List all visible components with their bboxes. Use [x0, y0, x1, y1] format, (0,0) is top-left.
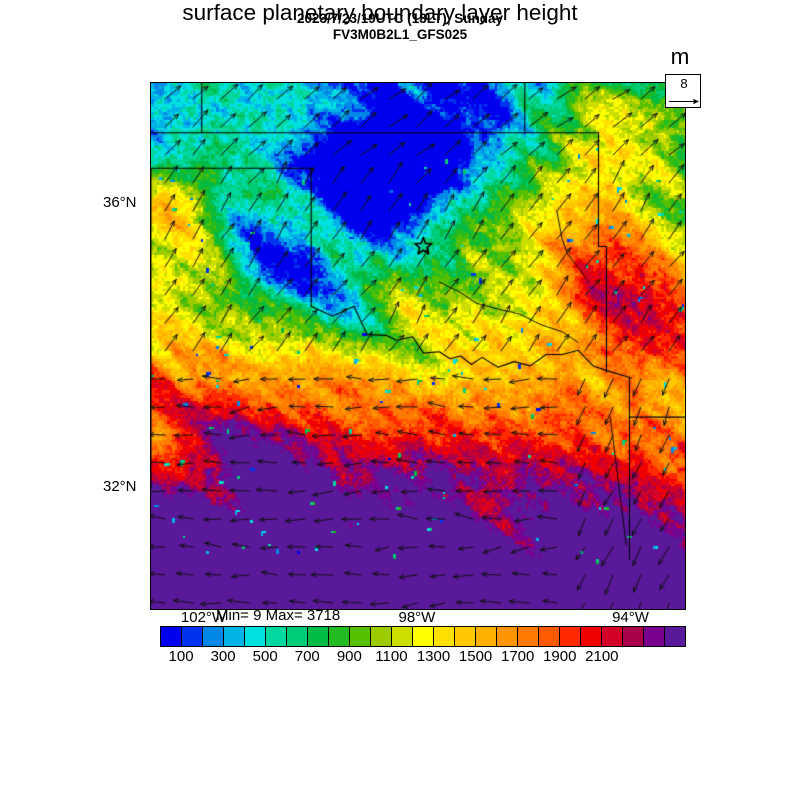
colorbar-swatch: [392, 627, 413, 646]
colorbar-tick: 1900: [543, 648, 577, 665]
colorbar-swatch: [644, 627, 665, 646]
colorbar-swatch: [329, 627, 350, 646]
title-model: FV3M0B2L1_GFS025: [332, 27, 468, 42]
units-label: m: [670, 44, 690, 69]
colorbar-swatch: [371, 627, 392, 646]
colorbar-swatch: [602, 627, 623, 646]
colorbar-swatch: [455, 627, 476, 646]
wind-vector-key: 8: [665, 74, 701, 108]
title-datetime: 2023/7/23/19UTC (13LT), Sunday: [296, 11, 504, 26]
colorbar-tick: 2100: [585, 648, 619, 665]
colorbar-tick: 100: [168, 648, 194, 665]
colorbar: [160, 626, 686, 647]
minmax-stats: Min= 9 Max= 3718: [216, 607, 341, 624]
axis-label-lon-94: 94°W: [612, 609, 649, 626]
page-title: surface planetary boundary layer height: [182, 0, 578, 25]
colorbar-tick: 1300: [416, 648, 451, 665]
colorbar-tick: 1700: [500, 648, 535, 665]
colorbar-tick: 1500: [458, 648, 493, 665]
colorbar-swatch: [581, 627, 602, 646]
colorbar-swatch: [287, 627, 308, 646]
colorbar-swatch: [350, 627, 371, 646]
colorbar-swatch: [182, 627, 203, 646]
colorbar-swatch: [434, 627, 455, 646]
colorbar-tick-labels: 100 300 500 700 900 1100 1300 1500 1700 1900 2100: [160, 648, 686, 668]
colorbar-swatch: [476, 627, 497, 646]
colorbar-tick: 300: [210, 648, 236, 665]
colorbar-tick: 500: [252, 648, 278, 665]
colorbar-swatch: [224, 627, 245, 646]
colorbar-swatch: [266, 627, 287, 646]
axis-label-lat-32: 32°N: [103, 478, 137, 496]
map-overlays: [151, 83, 685, 609]
axis-label-lon-102: 102°W: [180, 609, 227, 626]
colorbar-tick: 1100: [375, 648, 408, 665]
colorbar-tick: 700: [294, 648, 320, 665]
colorbar-swatch: [413, 627, 434, 646]
wind-vector-key-value: 8: [680, 76, 688, 91]
axis-label-lat-36: 36°N: [103, 193, 137, 211]
colorbar-swatch: [245, 627, 266, 646]
colorbar-swatch: [308, 627, 329, 646]
colorbar-swatch: [539, 627, 560, 646]
colorbar-swatch: [665, 627, 685, 646]
colorbar-swatch: [203, 627, 224, 646]
colorbar-swatch: [497, 627, 518, 646]
colorbar-swatch: [518, 627, 539, 646]
right-arrow-icon: [669, 98, 699, 105]
colorbar-swatch: [161, 627, 182, 646]
axis-label-lon-98: 98°W: [398, 609, 436, 626]
colorbar-swatch: [623, 627, 644, 646]
colorbar-swatch: [560, 627, 581, 646]
map-plot-area: [150, 82, 686, 610]
colorbar-tick: 900: [336, 648, 362, 665]
